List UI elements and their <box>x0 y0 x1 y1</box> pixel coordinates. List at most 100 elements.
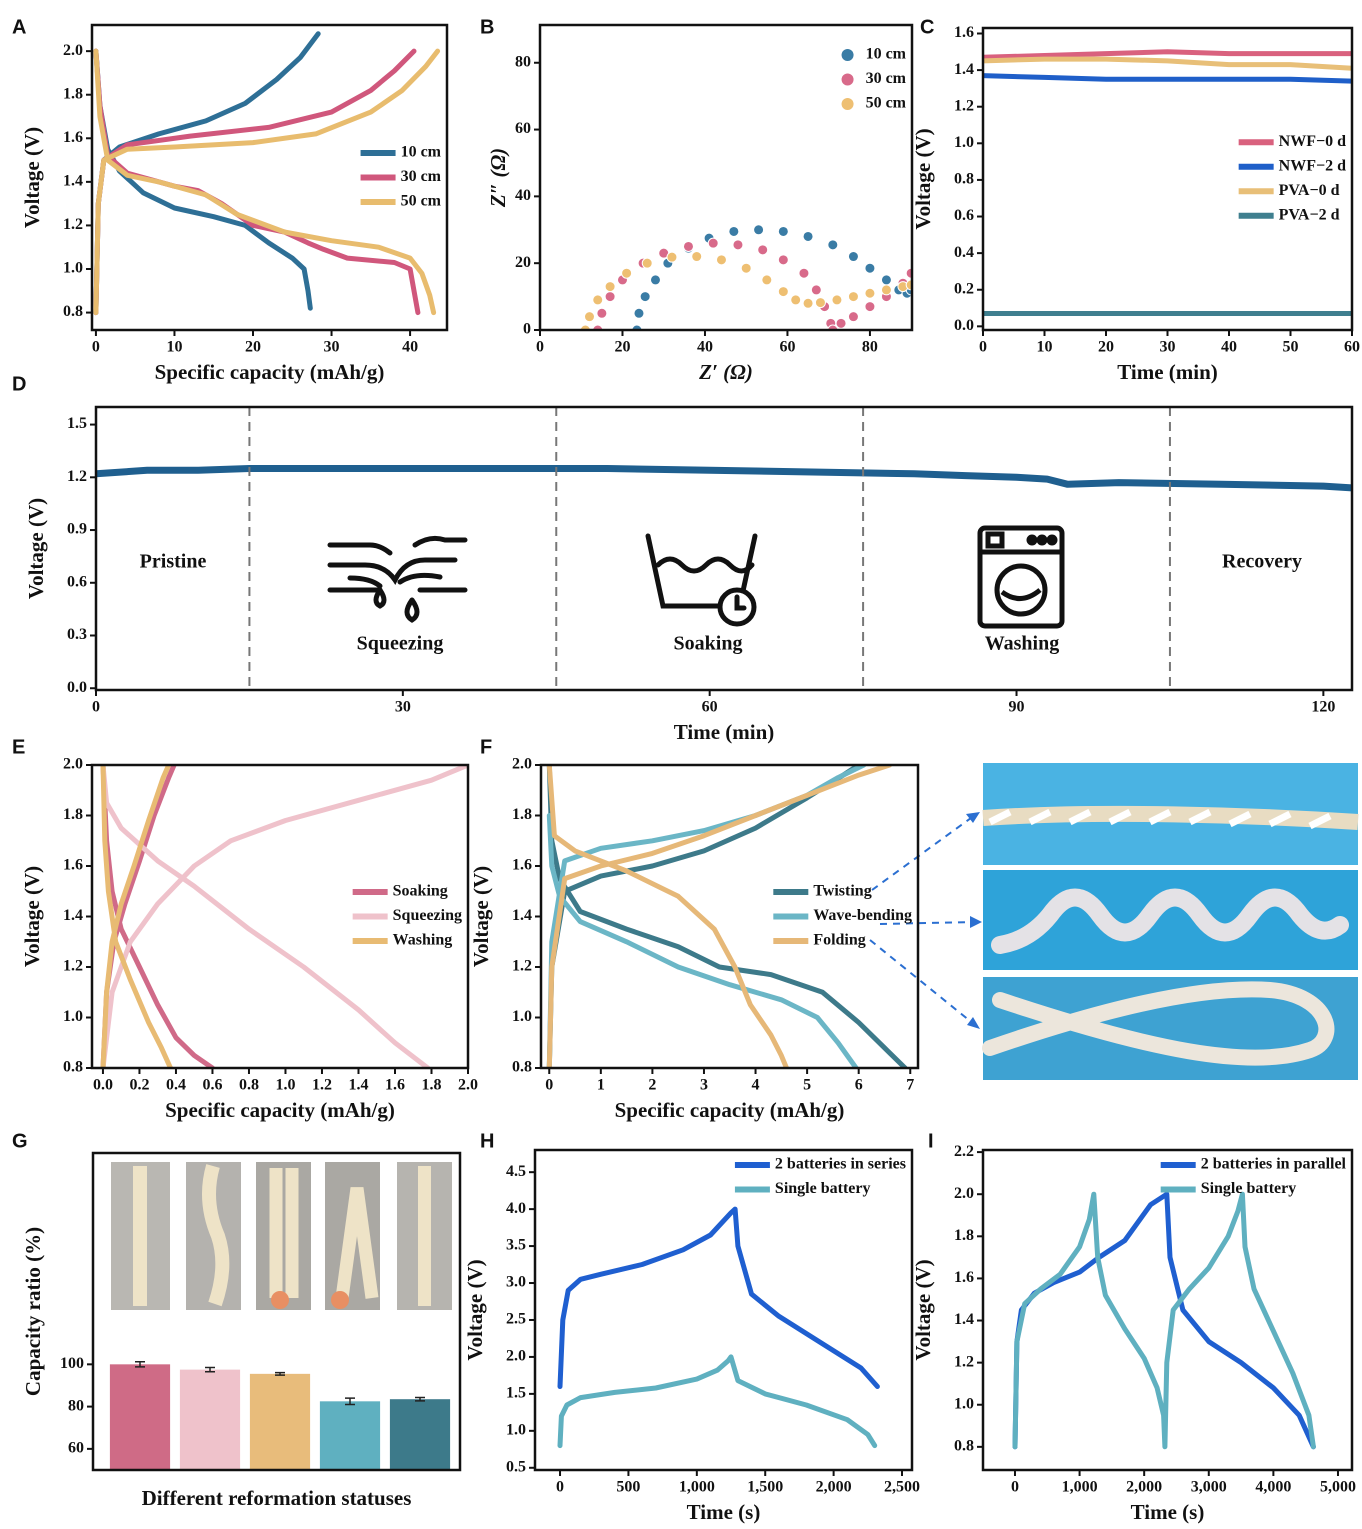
y-tick-label: 80 <box>515 53 531 70</box>
panel-label: F <box>480 736 492 758</box>
squeeze-lines <box>330 538 465 590</box>
y-tick-label: 1.6 <box>954 1269 974 1286</box>
arrowheads <box>966 812 982 1029</box>
y-tick-label: 1.6 <box>63 857 83 874</box>
series-line <box>96 51 418 313</box>
y-tick-label: 1.0 <box>954 134 974 151</box>
point <box>640 292 650 302</box>
point <box>622 268 632 278</box>
legend-label: Squeezing <box>393 907 462 924</box>
point <box>799 268 809 278</box>
y-tick-label: 0 <box>523 321 531 338</box>
x-tick-label: 1.6 <box>385 1077 405 1094</box>
x-tick-label: 2,000 <box>816 1479 852 1496</box>
y-tick-label: 2.0 <box>954 1185 974 1202</box>
y-tick-label: 1.8 <box>63 806 83 823</box>
x-tick-label: 20 <box>245 339 261 356</box>
point <box>683 241 693 251</box>
y-tick-label: 100 <box>60 1355 84 1372</box>
button <box>1049 537 1055 543</box>
y-tick-label: 0.8 <box>63 303 83 320</box>
legend-label: 50 cm <box>866 95 907 112</box>
y-tick-label: 0.4 <box>954 244 974 261</box>
x-tick-label: 40 <box>1221 339 1237 356</box>
finger <box>271 1291 289 1309</box>
drops <box>376 590 417 620</box>
arrowhead <box>966 812 980 823</box>
x-tick-label: 1 <box>597 1077 605 1094</box>
y-tick-label: 1.2 <box>67 468 87 485</box>
x-axis-label: Specific capacity (mAh/g) <box>615 1098 845 1122</box>
x-tick-label: 0 <box>92 339 100 356</box>
phase-label: Squeezing <box>357 633 444 655</box>
soaking-icon <box>648 536 755 624</box>
x-axis-label: Specific capacity (mAh/g) <box>155 360 385 384</box>
wave <box>658 559 752 571</box>
y-tick-label: 1.5 <box>67 415 87 432</box>
y-axis-label: Voltage (V) <box>463 1259 487 1360</box>
legend-label: Single battery <box>1201 1180 1297 1197</box>
series-line <box>983 52 1352 58</box>
bar <box>250 1374 310 1470</box>
point <box>881 285 891 295</box>
photos-f <box>983 763 1358 1080</box>
point <box>754 225 764 235</box>
x-tick-label: 0.0 <box>93 1077 113 1094</box>
point <box>778 255 788 265</box>
x-tick-label: 1,000 <box>1062 1479 1098 1496</box>
frame <box>540 25 912 330</box>
point <box>593 295 603 305</box>
y-tick-label: 2.2 <box>954 1143 974 1160</box>
point <box>865 288 875 298</box>
bar <box>180 1370 240 1470</box>
point <box>692 252 702 262</box>
bar <box>110 1364 170 1470</box>
legend-marker <box>842 49 854 61</box>
point <box>865 302 875 312</box>
legend-label: 30 cm <box>866 70 907 87</box>
y-axis-label: Capacity ratio (%) <box>21 1227 45 1396</box>
series-line <box>96 469 1352 488</box>
legend-marker <box>842 98 854 110</box>
point <box>716 255 726 265</box>
x-tick-label: 4,000 <box>1255 1479 1291 1496</box>
washing-icon <box>980 528 1062 626</box>
legend-label: Twisting <box>813 883 871 900</box>
phase-label: Recovery <box>1222 551 1302 573</box>
y-tick-label: 1.2 <box>63 958 83 975</box>
x-tick-label: 20 <box>614 339 630 356</box>
figure: A0.81.01.21.41.61.82.0010203040Specific … <box>0 0 1362 1529</box>
y-tick-label: 0.0 <box>954 317 974 334</box>
legend-label: NWF−0 d <box>1279 133 1346 150</box>
point <box>836 318 846 328</box>
x-tick-label: 0 <box>92 699 100 716</box>
photo <box>256 1162 311 1310</box>
y-tick-label: 0.8 <box>512 1059 532 1076</box>
legend-label: 10 cm <box>866 46 907 63</box>
y-tick-label: 1.0 <box>63 260 83 277</box>
squeezing-icon <box>330 538 465 620</box>
point <box>733 240 743 250</box>
photos-g <box>111 1162 452 1310</box>
series-line <box>1015 1194 1313 1447</box>
x-tick-label: 20 <box>1098 339 1114 356</box>
strip <box>133 1166 147 1306</box>
x-axis-label: Different reformation statuses <box>142 1486 412 1510</box>
series-line <box>560 1209 877 1386</box>
point <box>881 275 891 285</box>
x-axis-label: Time (min) <box>1117 360 1218 384</box>
panel-label: A <box>12 16 26 38</box>
phase-label: Washing <box>985 633 1059 655</box>
x-tick-label: 1.8 <box>421 1077 441 1094</box>
legend-label: Wave-bending <box>813 907 912 924</box>
point <box>832 295 842 305</box>
error-bar <box>275 1373 285 1376</box>
x-tick-label: 60 <box>702 699 718 716</box>
x-tick-label: 30 <box>324 339 340 356</box>
point <box>848 312 858 322</box>
x-axis-label: Z′ (Ω) <box>698 360 753 384</box>
x-tick-label: 0 <box>545 1077 553 1094</box>
y-tick-label: 1.4 <box>63 907 83 924</box>
y-tick-label: 1.8 <box>512 806 532 823</box>
point <box>729 226 739 236</box>
